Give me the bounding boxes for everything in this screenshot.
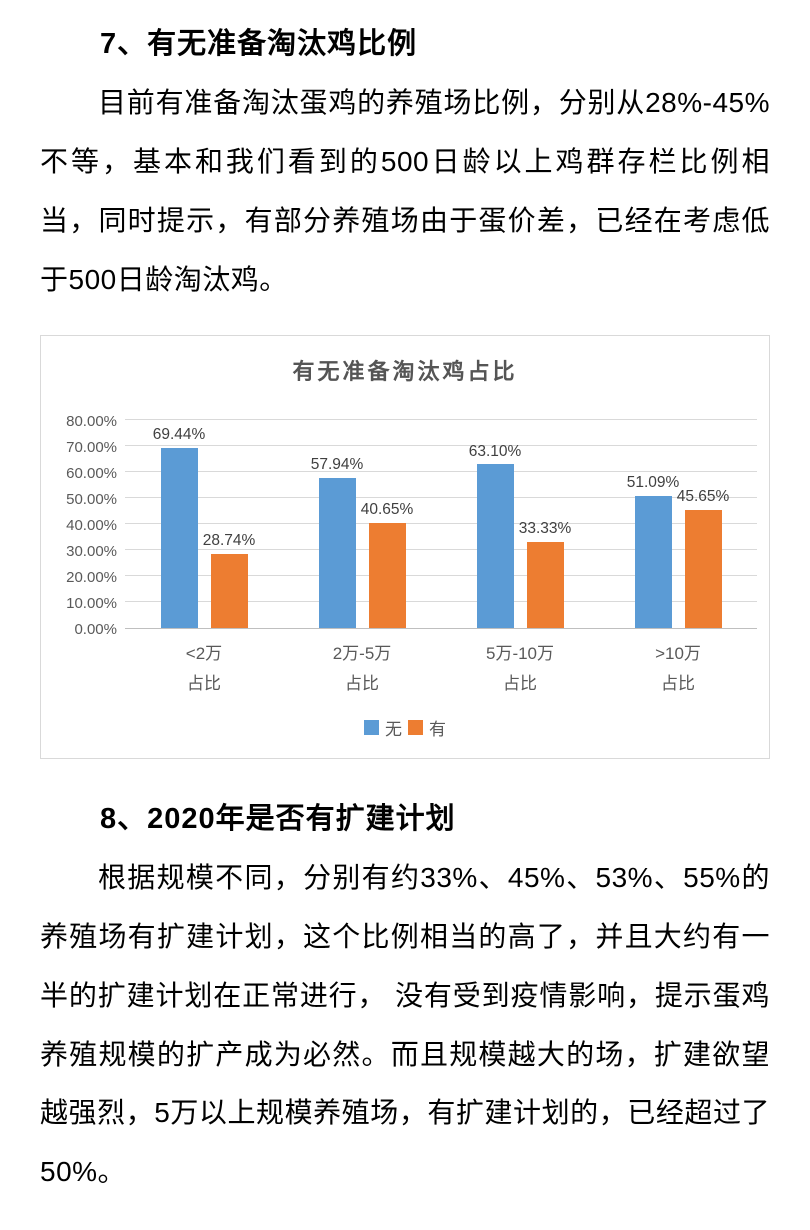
gridline	[125, 419, 757, 421]
legend-label: 有	[429, 719, 446, 739]
chart-legend: 无有	[53, 715, 757, 740]
bar-wrapper: 45.65%	[677, 420, 729, 629]
y-axis: 0.00% 10.00% 20.00% 30.00% 40.00% 50.00% 60.00…	[53, 414, 125, 637]
bar-series-无	[476, 464, 514, 629]
bar-group: 63.10% 33.33%	[441, 420, 599, 629]
bar-series-无	[160, 447, 198, 629]
bar-wrapper: 69.44%	[153, 420, 205, 629]
gridline	[125, 497, 757, 499]
bar-wrapper: 28.74%	[203, 420, 255, 629]
legend-item: 有	[408, 715, 446, 740]
x-axis: <2万 占比 2万-5万 占比 5万-10万 占比 >10万 占比	[125, 639, 757, 699]
bar-value-label: 63.10%	[468, 442, 522, 460]
y-tick-label: 70.00%	[66, 439, 117, 457]
x-category-label: <2万 占比	[185, 644, 223, 694]
x-category-label: >10万 占比	[655, 644, 701, 694]
bar-wrapper: 33.33%	[519, 420, 571, 629]
legend-label: 无	[385, 719, 402, 739]
bar-value-label: 33.33%	[518, 520, 572, 538]
bar-group: 57.94% 40.65%	[283, 420, 441, 629]
y-tick-label: 60.00%	[66, 465, 117, 483]
bar-series-有	[684, 509, 722, 629]
bar-wrapper: 63.10%	[469, 420, 521, 629]
bar-group: 51.09% 45.65%	[599, 420, 757, 629]
x-category-label: 5万-10万 占比	[485, 644, 555, 694]
y-tick-label: 50.00%	[66, 491, 117, 509]
x-category-label: 2万-5万 占比	[332, 644, 392, 694]
gridline	[125, 601, 757, 603]
y-tick-label: 80.00%	[66, 413, 117, 431]
bar-wrapper: 51.09%	[627, 420, 679, 629]
bar-series-无	[634, 495, 672, 629]
bar-wrapper: 57.94%	[311, 420, 363, 629]
bar-value-label: 45.65%	[676, 488, 730, 506]
legend-item: 无	[364, 715, 402, 740]
gridline	[125, 575, 757, 577]
bar-series-有	[368, 522, 406, 629]
y-tick-label: 30.00%	[66, 543, 117, 561]
gridline	[125, 445, 757, 447]
chart-title: 有无准备淘汰鸡占比	[292, 359, 518, 385]
y-tick-label: 10.00%	[66, 595, 117, 613]
legend-swatch-icon	[364, 719, 379, 735]
gridline	[125, 471, 757, 473]
bar-value-label: 57.94%	[310, 456, 364, 474]
bar-wrapper: 40.65%	[361, 420, 413, 629]
gridline	[125, 523, 757, 525]
bar-series-有	[526, 541, 564, 629]
section-7-heading: 7、有无准备淘汰鸡比例	[100, 28, 418, 60]
legend-swatch-icon	[408, 719, 423, 735]
gridline	[125, 549, 757, 551]
chart-body: 0.00% 10.00% 20.00% 30.00% 40.00% 50.00% 60.00…	[53, 414, 757, 637]
bar-chart-figure: 有无准备淘汰鸡占比 0.00% 10.00% 20.00% 30.00% 40.00% 5…	[40, 335, 770, 759]
section-8-heading: 8、2020年是否有扩建计划	[100, 802, 456, 835]
y-tick-label: 20.00%	[66, 569, 117, 587]
plot-area: 69.44% 28.74% 57.94% 40.65% 63.10% 33.33% 51.0…	[125, 419, 757, 630]
section-8-paragraph: 根据规模不同，分别有约33%、45%、53%、55%的养殖场有扩建计划，这个比例…	[40, 862, 770, 1188]
bar-value-label: 28.74%	[202, 532, 256, 550]
section-7-paragraph: 目前有准备淘汰蛋鸡的养殖场比例，分别从28%-45%不等，基本和我们看到的500…	[40, 87, 770, 295]
bar-series-无	[318, 477, 356, 629]
bar-value-label: 40.65%	[360, 501, 414, 519]
bar-value-label: 51.09%	[626, 474, 680, 492]
bar-series-有	[210, 553, 248, 629]
y-tick-label: 40.00%	[66, 517, 117, 535]
bar-group: 69.44% 28.74%	[125, 420, 283, 629]
bar-value-label: 69.44%	[152, 426, 206, 444]
y-tick-label: 0.00%	[74, 621, 117, 639]
